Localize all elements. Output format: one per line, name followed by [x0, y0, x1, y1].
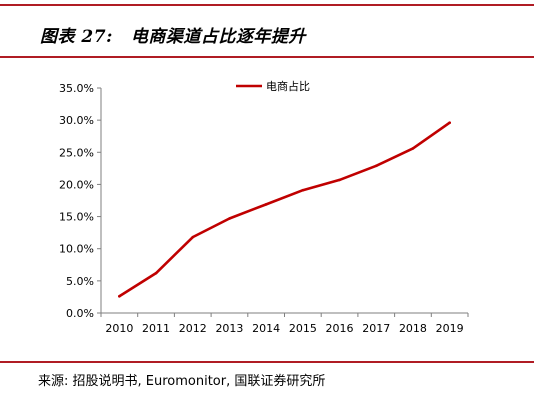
x-tick-label: 2019 [436, 322, 464, 335]
y-tick-label: 5.0% [66, 275, 94, 288]
y-axis: 0.0% 5.0% 10.0% 15.0% 20.0% 25.0% 30.0% 35.0% [59, 82, 102, 320]
header-top-rule [0, 4, 534, 6]
data-point [374, 164, 378, 168]
line-chart: 电商占比 0.0% 5.0% 10.0% 15.0% 20.0% 25.0% 30.0% 35… [59, 79, 469, 335]
x-tick-label: 2010 [105, 322, 133, 335]
data-point [154, 271, 158, 275]
series-line [118, 121, 451, 298]
data-point [411, 147, 415, 150]
x-tick-label: 2017 [362, 322, 390, 335]
figure-title: 图表 27: 电商渠道占比逐年提升 [40, 22, 306, 47]
x-axis: 2010 2011 2012 2013 2014 2015 2016 2017 2018 2019 [100, 312, 469, 335]
x-tick-label: 2013 [215, 322, 243, 335]
data-point [118, 294, 121, 298]
x-tick-label: 2015 [289, 322, 317, 335]
data-point [228, 217, 231, 220]
data-point [338, 178, 341, 182]
data-point [191, 235, 195, 239]
figure-label: 图表 27: [40, 27, 113, 47]
legend: 电商占比 [236, 79, 310, 93]
y-tick-label: 20.0% [59, 178, 94, 191]
y-tick-label: 35.0% [59, 82, 94, 95]
x-tick-label: 2016 [326, 322, 354, 335]
y-tick-label: 30.0% [59, 114, 94, 127]
footer-rule [0, 361, 534, 363]
y-tick-label: 0.0% [66, 307, 94, 320]
header-bottom-rule [0, 56, 534, 58]
data-point [301, 188, 305, 192]
x-tick-label: 2011 [142, 322, 170, 335]
source-note: 来源: 招股说明书, Euromonitor, 国联证券研究所 [38, 374, 326, 389]
y-tick-label: 10.0% [59, 243, 94, 256]
series-group [118, 121, 451, 298]
x-tick-label: 2012 [179, 322, 207, 335]
figure-title-text: 电商渠道占比逐年提升 [130, 27, 306, 47]
data-point [264, 203, 268, 206]
y-tick-label: 25.0% [59, 146, 94, 159]
x-tick-label: 2018 [399, 322, 427, 335]
data-point [448, 121, 451, 125]
y-tick-label: 15.0% [59, 211, 94, 224]
x-tick-label: 2014 [252, 322, 280, 335]
legend-label: 电商占比 [266, 79, 310, 93]
